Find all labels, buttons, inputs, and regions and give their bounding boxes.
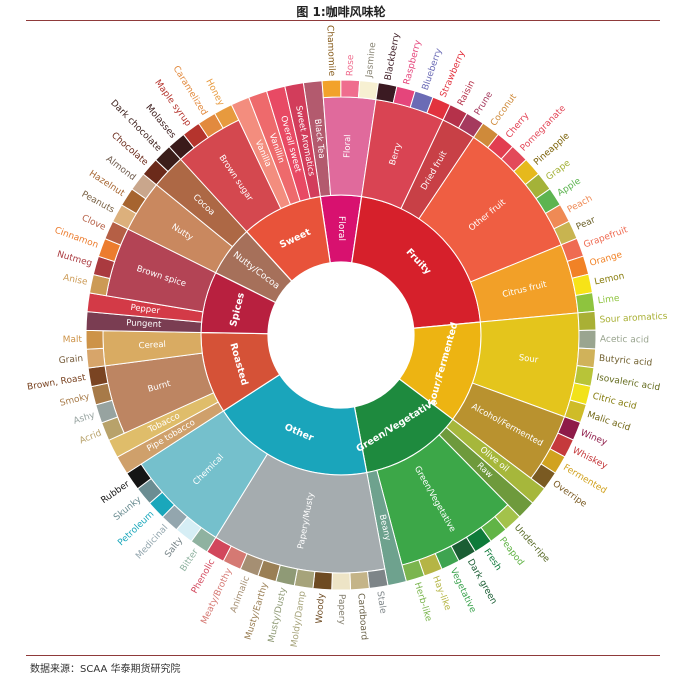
flavor-label-grain: Grain xyxy=(58,354,83,366)
flavor-rose xyxy=(340,79,361,99)
category-label-floral: Floral xyxy=(336,216,346,241)
flavor-label-musty-dusty: Musty/Dusty xyxy=(267,586,289,644)
flavor-woody xyxy=(312,570,333,591)
source-note: 数据来源：SCAA 华泰期货研究院 xyxy=(30,664,181,675)
flavor-label-blueberry: Blueberry xyxy=(421,47,445,92)
flavor-grain xyxy=(85,347,106,369)
flavor-label-honey: Honey xyxy=(203,78,226,109)
figure-title: 图 1:咖啡风味轮 xyxy=(296,5,386,19)
flavor-label-clove: Clove xyxy=(80,213,107,233)
flavor-label-cardboard: Cardboard xyxy=(355,593,368,641)
flavor-label-anise: Anise xyxy=(62,273,89,288)
flavor-label-citric-acid: Citric acid xyxy=(591,392,637,412)
flavor-label-smoky: Smoky xyxy=(59,392,91,409)
flavor-label-hay-like: Hay-like xyxy=(430,575,453,613)
flavor-papery xyxy=(331,572,352,591)
subcategory-label-floral: Floral xyxy=(342,134,353,158)
flavor-label-papery: Papery xyxy=(336,594,346,625)
flavor-label-prune: Prune xyxy=(473,90,495,118)
flavor-label-acrid: Acrid xyxy=(78,429,103,447)
flavor-brown-roast xyxy=(87,365,109,388)
flavor-label-phenolic: Phenolic xyxy=(190,558,217,596)
flavor-label-pear: Pear xyxy=(575,215,597,232)
flavor-malt xyxy=(85,329,104,350)
flavor-label-cinnamon: Cinnamon xyxy=(53,226,99,251)
flavor-label-raisin: Raisin xyxy=(456,79,477,108)
flavor-label-stale: Stale xyxy=(374,590,387,614)
flavor-label-peanuts: Peanuts xyxy=(80,190,116,216)
flavor-cardboard xyxy=(349,570,370,591)
flavor-label-blackberry: Blackberry xyxy=(384,31,403,81)
flavor-label-acetic-acid: Acetic acid xyxy=(600,335,649,346)
flavor-label-jasmine: Jasmine xyxy=(364,41,378,79)
subcategory-label-pungent: Pungent xyxy=(126,318,162,330)
flavor-label-bitter: Bitter xyxy=(179,547,201,574)
flavor-label-salty: Salty xyxy=(163,535,185,559)
wheel-hub xyxy=(268,262,414,408)
flavor-butyric-acid xyxy=(576,347,597,369)
subcategory-label-black-tea: Black Tea xyxy=(312,118,326,159)
flavor-lime xyxy=(575,292,596,314)
flavor-acetic-acid xyxy=(578,329,597,350)
flavor-label-cherry: Cherry xyxy=(504,110,531,140)
flavor-label-malic-acid: Malic acid xyxy=(586,410,632,433)
flavor-label-rose: Rose xyxy=(345,54,356,76)
flavor-label-animalic: Animalic xyxy=(229,575,252,615)
subcategory-sweet-aromatics xyxy=(284,82,321,200)
flavor-label-isovaleric-acid: Isovaleric acid xyxy=(596,373,661,393)
flavor-sour-aromatics xyxy=(577,310,597,331)
flavor-label-woody: Woody xyxy=(315,592,327,624)
flavor-label-moldy-damp: Moldy/Damp xyxy=(290,590,308,648)
flavor-stale xyxy=(366,568,389,589)
flavor-lemon xyxy=(571,273,594,297)
subcategory-label-pepper: Pepper xyxy=(130,303,161,317)
top-rule xyxy=(26,20,660,21)
flavor-label-lime: Lime xyxy=(597,294,620,307)
bottom-rule xyxy=(26,655,660,656)
flavor-label-sour-aromatics: Sour aromatics xyxy=(599,312,668,326)
flavor-label-raspberry: Raspberry xyxy=(402,38,424,85)
flavor-label-orange: Orange xyxy=(589,250,624,269)
flavor-label-butyric-acid: Butyric acid xyxy=(598,354,652,369)
flavor-label-winey: Winey xyxy=(579,428,609,448)
flavor-chamomile xyxy=(321,79,342,99)
flavor-label-peach: Peach xyxy=(566,194,594,216)
flavor-label-fresh: Fresh xyxy=(481,547,503,572)
flavor-label-malt: Malt xyxy=(63,335,83,345)
flavor-label-apple: Apple xyxy=(556,176,583,199)
flavor-label-nutmeg: Nutmeg xyxy=(56,250,93,269)
subcategory-label-cereal: Cereal xyxy=(138,340,166,352)
flavor-label-grapefruit: Grapefruit xyxy=(582,225,629,250)
flavor-label-brown-roast: Brown, Roast xyxy=(27,373,87,393)
flavor-jasmine xyxy=(357,80,379,101)
flavor-label-lemon: Lemon xyxy=(594,272,626,288)
subcategory-label-sour: Sour xyxy=(518,353,539,365)
flavor-label-ashy: Ashy xyxy=(72,410,97,426)
flavor-label-chamomile: Chamomile xyxy=(324,25,336,77)
flavor-label-herb-like: Herb-like xyxy=(412,581,433,623)
flavor-label-grape: Grape xyxy=(545,158,573,183)
